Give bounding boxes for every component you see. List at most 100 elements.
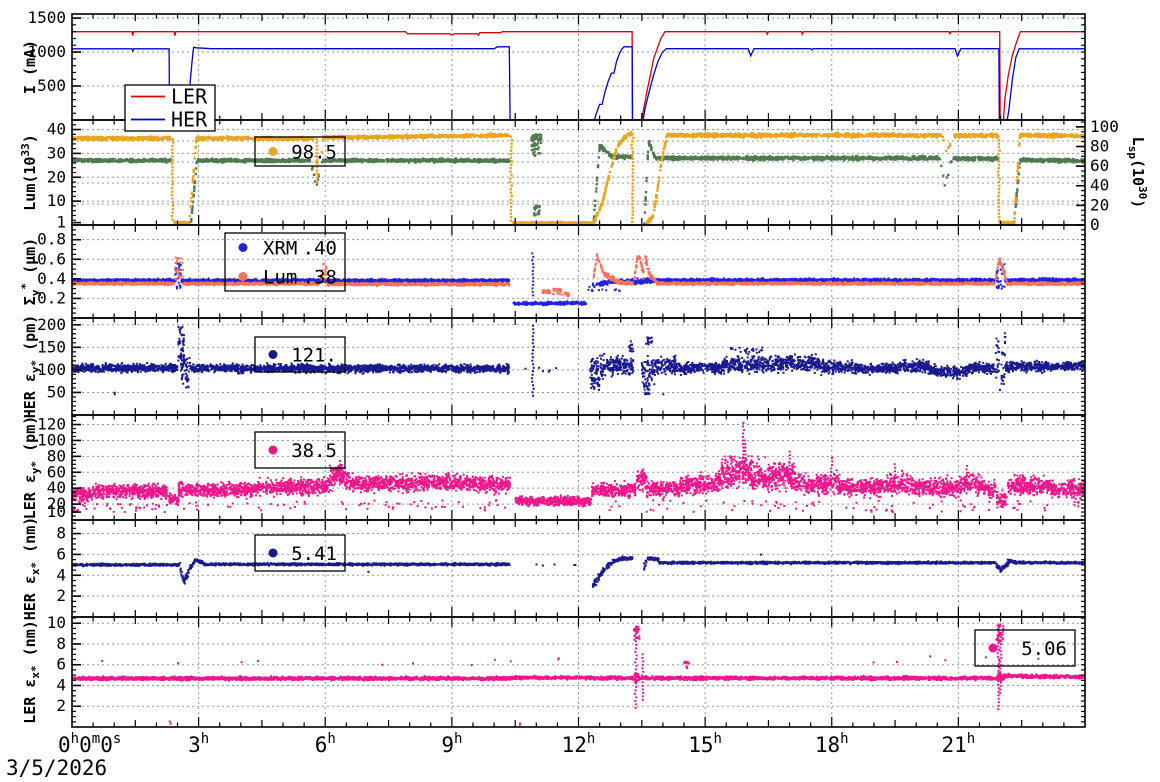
- ytick-label: 1500: [27, 8, 66, 27]
- right-ytick-label: 40: [1090, 176, 1109, 195]
- legend-sigma-y: XRM .40 Lum .38: [224, 232, 346, 292]
- legend-value: 121.: [291, 345, 337, 367]
- ytick-label: 8: [56, 524, 66, 543]
- gridlines-sigma-y: [72, 225, 1085, 318]
- ticks-her-ex: [72, 520, 1085, 617]
- ytick-label: 100: [37, 360, 66, 379]
- gridlines-ler-ex: [72, 617, 1085, 727]
- ytick-label: 80: [47, 446, 66, 465]
- series-HER: [72, 46, 1085, 120]
- legend-value: 38.5: [291, 440, 337, 462]
- legend-value: .38: [303, 267, 337, 289]
- series-layer-her-ey: [72, 324, 1085, 397]
- series-Lsp: [72, 133, 1085, 225]
- axis-label-ler-ex: LER εx*​ (nm): [21, 620, 42, 724]
- panel-ler-ex: 2 46 8 10 LER εx*​ (nm): [21, 613, 1086, 728]
- series-LER-ey: [72, 422, 1085, 513]
- ytick-label: 2: [56, 696, 66, 715]
- legend-value: 5.06: [1021, 638, 1067, 660]
- ytick-label: 4: [56, 565, 66, 584]
- panel-current: 500 1000 1500 I (mA): [21, 8, 1086, 121]
- gridlines-current: [72, 14, 1085, 120]
- right-ytick-label: 20: [1090, 195, 1109, 214]
- legend-box-her-ey: [254, 336, 346, 373]
- legend-label: HER: [171, 108, 208, 132]
- legend-dot-marker: [268, 147, 278, 156]
- series-XRM: [72, 252, 1085, 307]
- ytick-label: 1000: [27, 42, 66, 61]
- series-LER: [72, 31, 1085, 120]
- gridlines-her-ex: [72, 520, 1085, 617]
- axis-label-current: I (mA): [21, 40, 39, 94]
- legend-label: LER: [171, 85, 208, 109]
- legend-box-ler-ex: [974, 629, 1076, 667]
- legend-her-ex: 5.41: [254, 534, 346, 572]
- ytick-label: 1: [56, 213, 66, 232]
- ytick-label: 200: [37, 315, 66, 334]
- legend-value: .40: [303, 238, 337, 260]
- ytick-label: 60: [47, 462, 66, 481]
- xtick-label: 3h​: [188, 731, 209, 757]
- ytick-label: 10: [47, 191, 66, 210]
- ytick-label: 120: [37, 415, 66, 434]
- ticks-sigma-y: [72, 225, 1085, 318]
- ytick-label: 4: [56, 675, 66, 694]
- ytick-label: 0.6: [37, 249, 66, 268]
- ytick-label: 30: [47, 143, 66, 162]
- legend-dot-marker: [268, 350, 278, 359]
- series-HER-ey: [72, 324, 1085, 397]
- legend-dot-marker: [238, 272, 248, 281]
- legend-box-ler-ey: [254, 431, 346, 469]
- legend-ler-ey: 38.5: [254, 431, 346, 469]
- ytick-label: 40: [47, 478, 66, 497]
- date-label: 3/5/2026: [6, 756, 108, 780]
- series-Lum: [72, 130, 1085, 225]
- series-layer-ler-ey: [72, 422, 1085, 513]
- axis-label-her-ey: HER εy*​ (pm): [21, 315, 42, 419]
- right-ytick-label: 0: [1090, 215, 1100, 234]
- ytick-label: 8: [56, 634, 66, 653]
- ytick-label: 20: [47, 167, 66, 186]
- series-layer-her-ex: [72, 553, 1085, 588]
- ticks-ler-ey: [72, 415, 1085, 520]
- xtick-label: 18h​: [815, 731, 849, 757]
- axis-label-ler-ey: LER εy*​ (pm): [21, 416, 42, 520]
- legend-value: 5.41: [291, 543, 337, 565]
- legend-label: XRM: [263, 238, 297, 260]
- legend-dot-marker: [268, 445, 278, 455]
- legend-ler-ex: 5.06: [974, 629, 1076, 667]
- xtick-label: 6h​: [315, 731, 336, 757]
- axis-label-sigma-y: Σy​*​ (μm): [19, 238, 42, 305]
- axis-label-her-ex: HER εx*​ (nm): [21, 517, 42, 621]
- ytick-label: 0.2: [37, 288, 66, 307]
- legend-dot-marker: [238, 243, 248, 252]
- ticks-ler-ex: [72, 617, 1085, 727]
- ytick-label: 20: [47, 494, 66, 513]
- series-layer-sigma-y: [72, 252, 1085, 307]
- right-ytick-label: 100: [1090, 117, 1119, 136]
- right-ytick-label: 60: [1090, 156, 1109, 175]
- ytick-label: 40: [47, 120, 66, 139]
- legend-label: Lum: [263, 267, 297, 289]
- ytick-label: 50: [47, 382, 66, 401]
- right-ytick-label: 80: [1090, 136, 1109, 155]
- panel-sigma-y: 0.20.40.60.8Σy​*​ (μm): [19, 224, 1086, 319]
- ytick-label: 10: [47, 502, 66, 521]
- xtick-label: 0h​0m​0s​: [58, 731, 121, 757]
- frame-her-ex: [71, 519, 1086, 618]
- xtick-label: 21h​: [942, 731, 976, 757]
- xtick-label: 15h​: [688, 731, 722, 757]
- x-axis-labels: 0h​0m​0s​ 3h​ 6h​ 9h​ 12h​ 15h​ 18h​ 21h​: [58, 731, 975, 757]
- legend-dot-marker: [988, 643, 998, 653]
- xtick-label: 12h​: [562, 731, 596, 757]
- ytick-label: 10: [47, 613, 66, 632]
- legend-box-her-ex: [254, 534, 346, 572]
- ytick-label: 0.8: [37, 230, 66, 249]
- xtick-label: 9h​: [441, 731, 462, 757]
- ytick-label: 150: [37, 337, 66, 356]
- ytick-label: 500: [37, 76, 66, 95]
- axis-label-luminosity: Lum(1033​): [19, 134, 39, 210]
